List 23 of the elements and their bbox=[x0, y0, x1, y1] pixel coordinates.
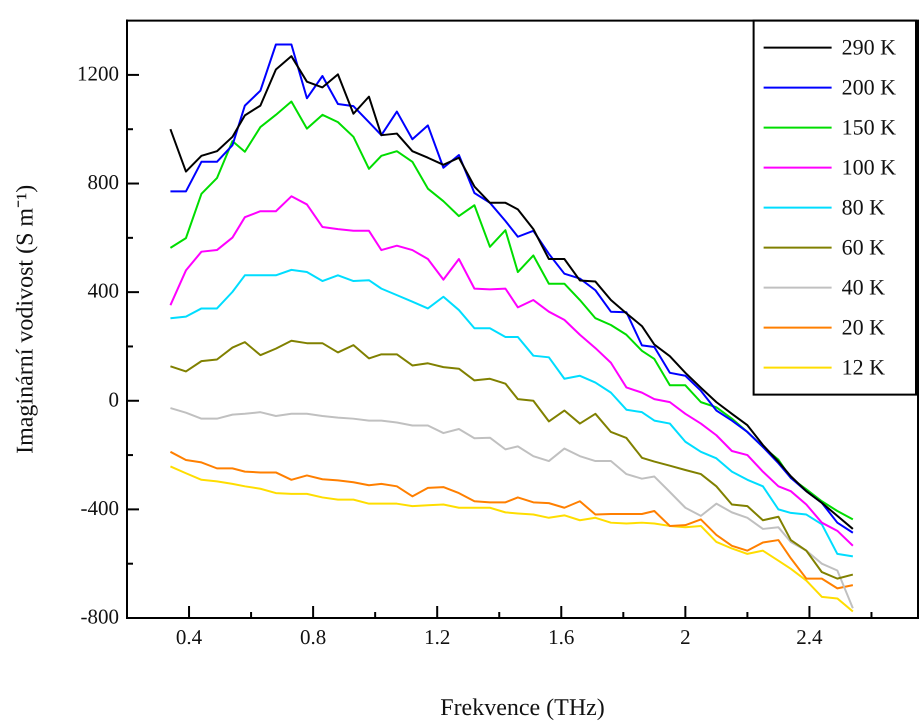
x-tick-label: 0.4 bbox=[176, 625, 203, 650]
legend-label: 40 K bbox=[842, 274, 886, 300]
legend-label: 200 K bbox=[842, 74, 896, 100]
x-tick-label: 2.4 bbox=[796, 625, 824, 650]
legend-label: 60 K bbox=[842, 234, 886, 260]
y-tick-label: 800 bbox=[88, 170, 119, 194]
legend-label: 12 K bbox=[842, 354, 886, 380]
x-tick-label: 2 bbox=[680, 625, 691, 650]
legend-label: 20 K bbox=[842, 314, 886, 340]
y-tick-label: -400 bbox=[80, 496, 119, 520]
legend-label: 290 K bbox=[842, 34, 896, 60]
y-tick-label: 1200 bbox=[77, 61, 119, 86]
x-tick-label: 0.8 bbox=[300, 625, 326, 650]
x-tick-label: 1.6 bbox=[548, 625, 574, 650]
legend-label: 150 K bbox=[842, 114, 896, 140]
y-tick-label: 400 bbox=[88, 278, 119, 303]
legend-label: 100 K bbox=[842, 154, 896, 180]
y-axis-title: Imaginární vodivost (S m⁻¹) bbox=[12, 184, 39, 454]
x-tick-label: 1.2 bbox=[424, 625, 450, 650]
y-tick-label: 0 bbox=[108, 387, 119, 412]
x-axis-title: Frekvence (THz) bbox=[440, 694, 605, 721]
legend-label: 80 K bbox=[842, 194, 886, 220]
y-tick-label: -800 bbox=[80, 604, 119, 629]
